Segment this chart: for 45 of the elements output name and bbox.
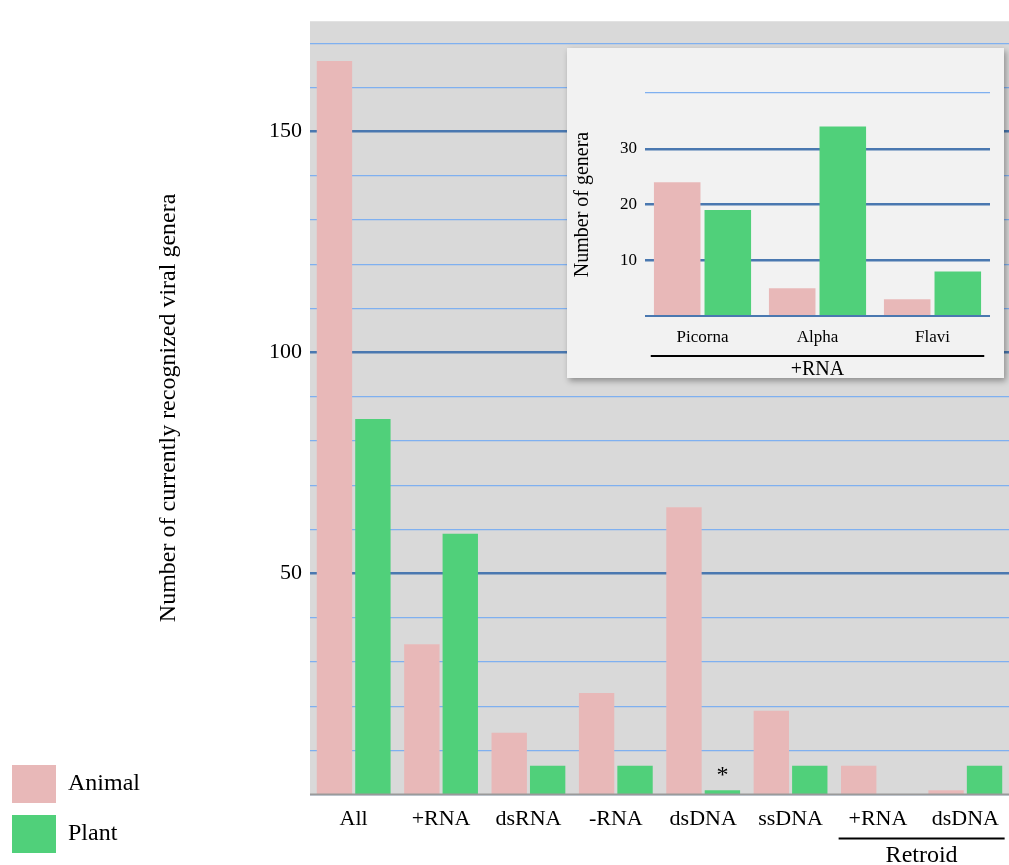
bar (753, 710, 790, 794)
y-axis-title: Number of currently recognized viral genera (153, 193, 180, 623)
bar (883, 299, 931, 316)
bar (316, 60, 353, 794)
legend-label: Animal (68, 769, 141, 796)
annotation: * (716, 761, 729, 788)
x-tick-label: +RNA (411, 804, 471, 830)
bar (841, 765, 877, 794)
x-axis-title: Retroid (885, 840, 958, 865)
y-tick-label: 20 (620, 193, 637, 213)
x-tick-label: dsDNA (931, 804, 1000, 830)
bar (653, 182, 701, 316)
x-tick-label: dsDNA (669, 804, 737, 830)
bar (934, 271, 982, 316)
bar (792, 765, 828, 794)
y-axis-title: Number of genera (570, 131, 594, 278)
bar (704, 790, 741, 794)
bar (442, 533, 478, 794)
x-tick-label: Alpha (796, 326, 839, 346)
bar (578, 692, 615, 794)
x-tick-label: ssDNA (758, 804, 824, 830)
bar (491, 732, 527, 794)
y-tick-label: 100 (268, 338, 302, 364)
bar (928, 790, 964, 794)
bar (819, 126, 867, 316)
legend-label: Plant (68, 819, 118, 846)
x-tick-label: +RNA (848, 804, 908, 830)
y-tick-label: 30 (620, 138, 637, 158)
x-tick-label: Picorna (676, 326, 729, 346)
y-tick-label: 150 (268, 117, 302, 143)
bar (404, 644, 440, 794)
y-tick-label: 10 (620, 249, 637, 269)
y-tick-label: 50 (279, 559, 302, 585)
bar (355, 418, 391, 794)
x-tick-label: All (339, 804, 368, 830)
bar (704, 210, 752, 316)
x-tick-label: Flavi (915, 326, 951, 346)
x-axis-title: +RNA (790, 357, 845, 380)
x-tick-label: -RNA (588, 804, 643, 830)
bar (617, 765, 653, 794)
bar (529, 765, 566, 794)
bar (666, 507, 702, 794)
x-tick-label: dsRNA (495, 804, 562, 830)
bar (768, 288, 816, 316)
bar (966, 765, 1003, 794)
